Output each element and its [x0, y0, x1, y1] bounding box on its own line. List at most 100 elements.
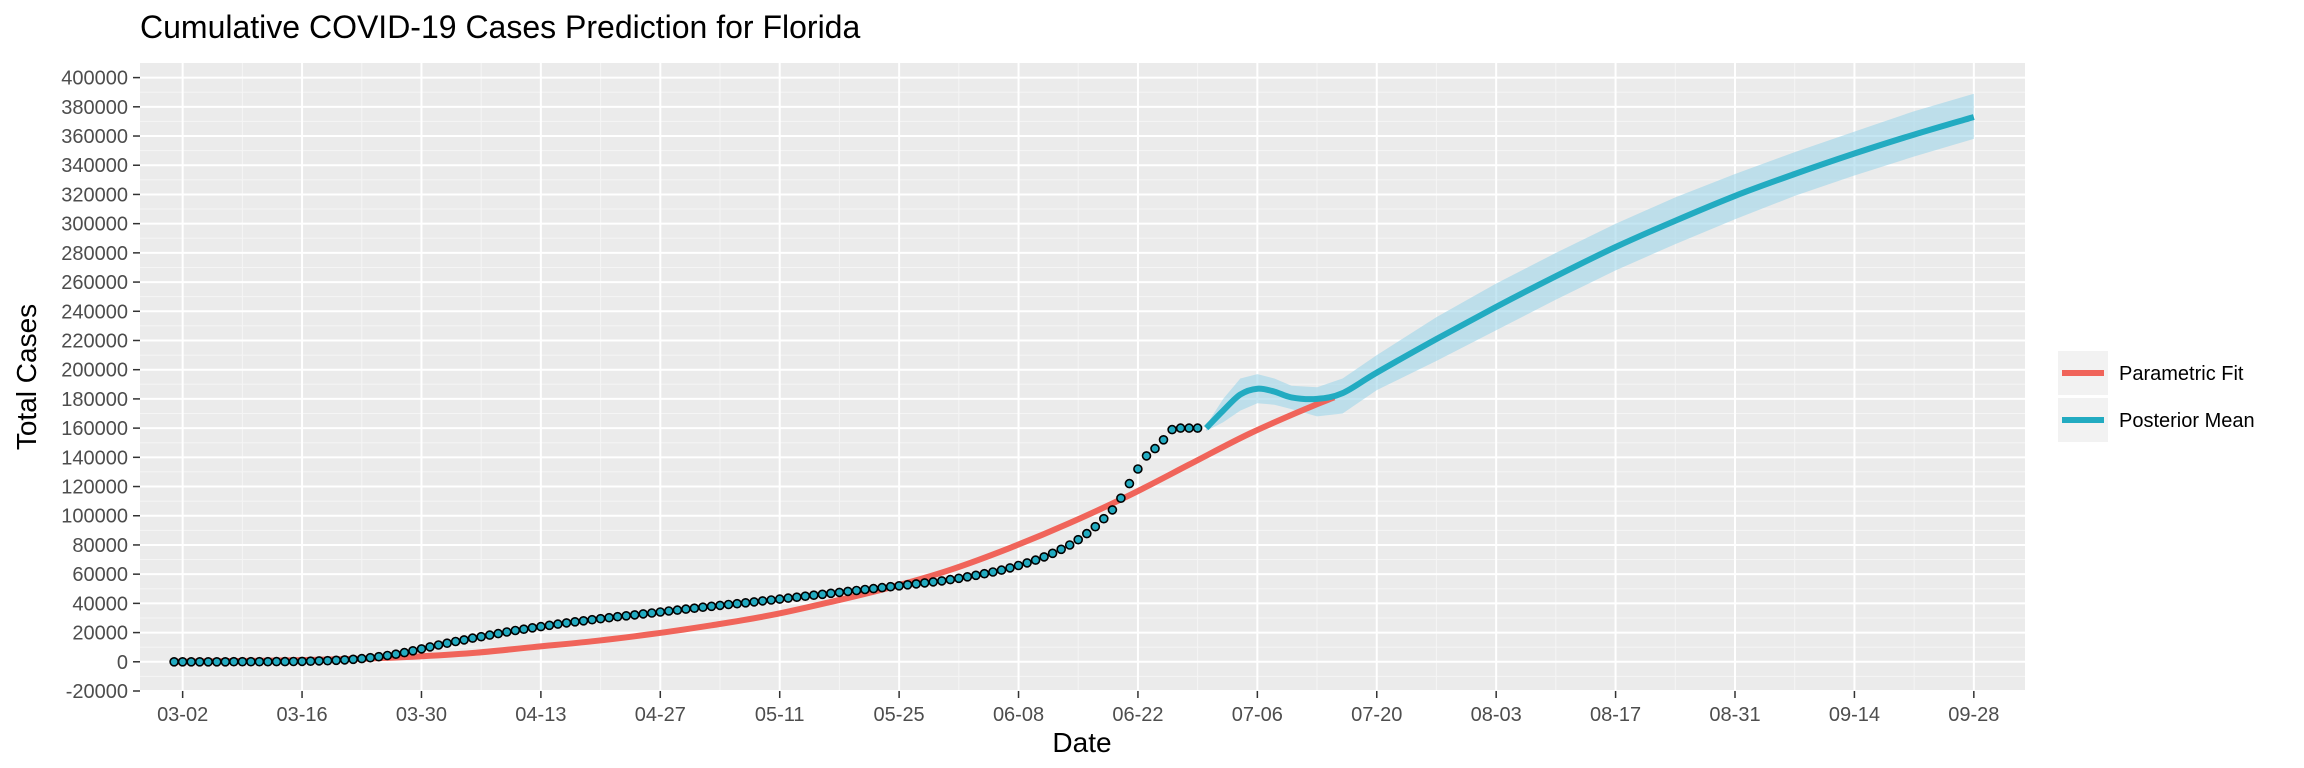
- y-tick-label: 120000: [61, 477, 128, 499]
- observed-point: [254, 656, 265, 667]
- observed-point: [271, 656, 282, 667]
- observed-point: [1064, 540, 1075, 550]
- observed-point: [885, 581, 896, 592]
- observed-point: [834, 587, 845, 598]
- y-tick-label: 200000: [61, 360, 128, 382]
- observed-point: [936, 576, 947, 586]
- observed-point: [979, 568, 990, 579]
- observed-point: [501, 627, 512, 637]
- observed-point: [459, 635, 469, 645]
- observed-point: [288, 656, 299, 667]
- observed-point: [1150, 443, 1160, 454]
- y-tick-label: 320000: [61, 184, 128, 206]
- observed-point: [1030, 555, 1041, 565]
- observed-point: [1013, 560, 1024, 571]
- observed-point: [314, 656, 324, 666]
- observed-point: [561, 618, 572, 628]
- observed-point: [894, 580, 904, 591]
- observed-point: [1141, 451, 1152, 461]
- y-tick-label: 0: [117, 652, 128, 674]
- observed-point: [297, 656, 307, 667]
- observed-point: [783, 593, 794, 603]
- grid-minor: [140, 63, 2025, 691]
- observed-point: [467, 633, 478, 643]
- legend: Parametric Fit Posterior Mean: [2058, 351, 2255, 442]
- observed-point: [425, 642, 435, 652]
- observed-point: [1099, 513, 1109, 524]
- observed-point: [305, 656, 316, 667]
- observed-point: [263, 656, 273, 667]
- legend-label: Parametric Fit: [2119, 363, 2244, 385]
- observed-point: [587, 614, 597, 625]
- observed-point: [484, 630, 495, 640]
- x-tick-label: 05-25: [874, 704, 925, 726]
- observed-point: [322, 655, 333, 666]
- observed-point: [638, 609, 649, 619]
- observed-point: [843, 586, 853, 597]
- observed-point: [689, 603, 700, 614]
- observed-point: [629, 610, 640, 620]
- x-tick-label: 07-06: [1232, 704, 1283, 726]
- x-tick-label: 07-20: [1351, 704, 1402, 726]
- x-tick-label: 05-11: [755, 704, 805, 726]
- observed-point: [928, 577, 939, 587]
- observed-point: [373, 651, 384, 662]
- y-tick-label: 100000: [61, 506, 128, 528]
- x-tick-label: 06-08: [993, 704, 1044, 726]
- y-tick-label: 180000: [61, 389, 128, 411]
- observed-point: [962, 571, 973, 582]
- x-tick-label: 04-27: [635, 704, 686, 726]
- y-tick-label: 260000: [61, 272, 128, 294]
- y-tick-label: 140000: [61, 447, 128, 469]
- observed-point: [399, 647, 410, 658]
- observed-point: [817, 589, 828, 600]
- observed-point: [1175, 423, 1186, 433]
- observed-point: [356, 653, 367, 664]
- observed-point: [723, 599, 734, 610]
- y-tick-label: 300000: [61, 214, 128, 236]
- observed-point: [570, 616, 580, 627]
- x-tick-label: 08-31: [1709, 704, 1760, 726]
- x-tick-label: 09-28: [1948, 704, 1999, 726]
- observed-point: [911, 579, 922, 589]
- observed-point: [826, 588, 836, 599]
- y-tick-label: 280000: [61, 243, 128, 265]
- y-tick-label: 380000: [61, 97, 128, 119]
- observed-point: [860, 584, 870, 595]
- observed-point: [331, 655, 342, 666]
- observed-point: [442, 638, 452, 649]
- observed-point: [578, 615, 589, 626]
- y-tick-label: -20000: [66, 681, 128, 703]
- observed-point: [1116, 493, 1126, 504]
- observed-point: [382, 650, 393, 661]
- observed-point: [732, 598, 742, 609]
- observed-point: [774, 594, 785, 604]
- y-tick-label: 340000: [61, 155, 128, 177]
- observed-point: [339, 655, 350, 665]
- y-tick-label: 240000: [61, 301, 128, 323]
- y-tick-label: 80000: [72, 535, 128, 557]
- x-tick-label: 04-13: [515, 704, 566, 726]
- observed-points: [169, 423, 1203, 667]
- observed-point: [246, 656, 256, 667]
- observed-point: [672, 605, 683, 615]
- observed-point: [595, 613, 606, 624]
- observed-point: [544, 620, 555, 631]
- y-tick-label: 60000: [72, 564, 128, 586]
- observed-point: [1005, 563, 1015, 573]
- observed-point: [655, 607, 666, 617]
- observed-point: [646, 608, 657, 618]
- observed-point: [766, 595, 777, 605]
- observed-point: [757, 596, 768, 606]
- observed-point: [365, 652, 376, 663]
- observed-point: [1047, 548, 1058, 559]
- observed-point: [493, 628, 504, 639]
- observed-point: [553, 619, 563, 629]
- observed-point: [902, 579, 913, 590]
- x-tick-label: 09-14: [1829, 704, 1880, 726]
- observed-point: [212, 656, 222, 667]
- observed-point: [203, 656, 213, 667]
- observed-point: [229, 656, 239, 667]
- observed-point: [791, 592, 802, 603]
